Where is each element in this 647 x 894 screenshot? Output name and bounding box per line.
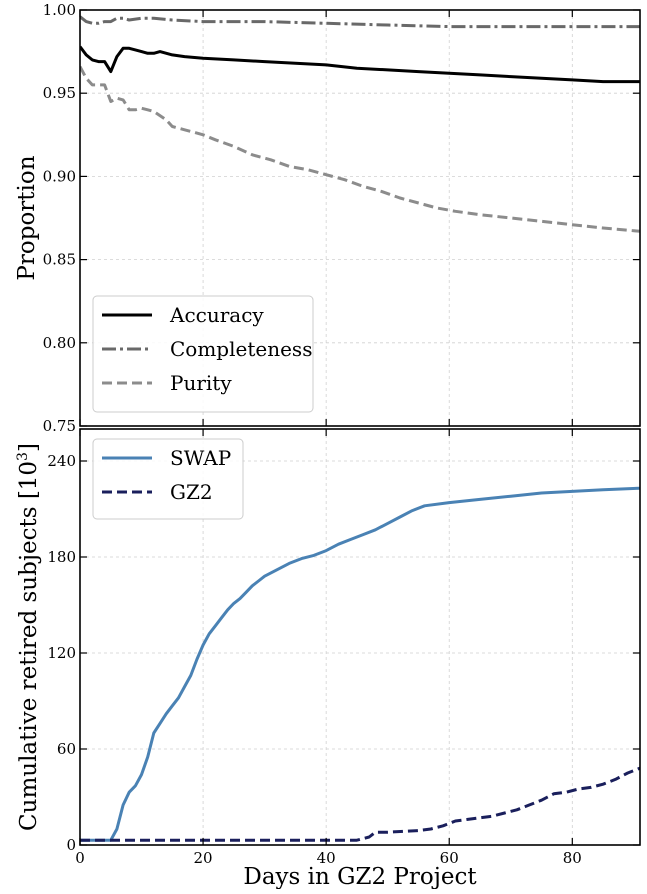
bottom-legend: SWAP GZ2 <box>92 438 244 520</box>
bottom-y-axis-label: Cumulative retired subjects [103] <box>15 443 42 831</box>
y-tick-label: 1.00 <box>43 1 76 19</box>
bottom-axes-frame <box>79 428 641 846</box>
x-axis-label: Days in GZ2 Project <box>243 864 477 889</box>
series-gz2-line <box>80 766 640 842</box>
y-tick-label: 0.75 <box>43 417 76 435</box>
bottom-ticks: 0 20 40 60 80 0 60 120 180 240 <box>47 429 640 867</box>
y-tick-label: 0.80 <box>43 334 76 352</box>
legend-label-gz2: GZ2 <box>170 480 213 504</box>
y-tick-label: 0.85 <box>43 251 76 269</box>
y-tick-label: 60 <box>57 740 76 758</box>
legend-label-completeness: Completeness <box>170 337 312 361</box>
x-tick-label: 0 <box>75 849 85 867</box>
y-tick-label: 120 <box>47 644 76 662</box>
bottom-y-axis-label-end: ] <box>16 443 42 452</box>
x-tick-label: 80 <box>563 849 582 867</box>
top-ticks: 0.75 0.80 0.85 0.90 0.95 1.00 <box>43 1 640 435</box>
series-swap-line <box>80 486 640 842</box>
y-tick-label: 0 <box>66 836 76 854</box>
y-tick-label: 0.90 <box>43 167 76 185</box>
top-series <box>80 15 640 233</box>
bottom-y-axis-label-sup: 3 <box>15 452 31 461</box>
legend-label-swap: SWAP <box>170 446 231 470</box>
top-legend: Accuracy Completeness Purity <box>92 295 314 413</box>
bottom-panel: 0 20 40 60 80 0 60 120 180 240 Cumulative retired… <box>15 428 641 867</box>
x-tick-label: 40 <box>317 849 336 867</box>
y-tick-label: 0.95 <box>43 84 76 102</box>
top-panel: 0.75 0.80 0.85 0.90 0.95 1.00 Proportion Accu… <box>14 1 641 435</box>
legend-label-accuracy: Accuracy <box>169 303 264 327</box>
x-tick-label: 60 <box>440 849 459 867</box>
series-completeness-line <box>80 15 640 29</box>
series-purity-line <box>80 65 640 233</box>
y-tick-label: 180 <box>47 548 76 566</box>
x-tick-label: 20 <box>194 849 213 867</box>
series-accuracy-line <box>80 45 640 84</box>
bottom-series <box>80 486 640 842</box>
bottom-y-axis-label-main: Cumulative retired subjects [10 <box>16 461 42 831</box>
legend-label-purity: Purity <box>170 371 232 395</box>
top-y-axis-label: Proportion <box>14 155 40 280</box>
top-axes-frame <box>79 9 641 427</box>
y-tick-label: 240 <box>47 452 76 470</box>
